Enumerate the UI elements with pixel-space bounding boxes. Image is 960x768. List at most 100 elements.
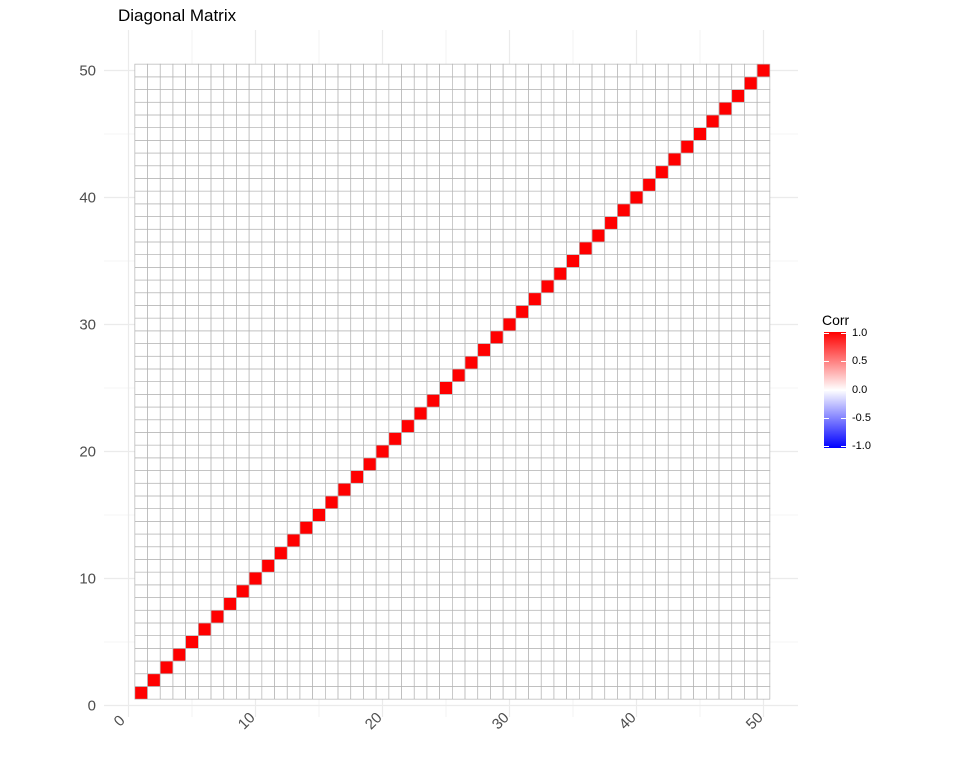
heatmap-cell: [439, 292, 453, 306]
heatmap-cell: [744, 432, 758, 446]
heatmap-cell: [299, 127, 314, 141]
heatmap-cell: [312, 381, 326, 395]
heatmap-cell: [198, 330, 212, 344]
heatmap-cell: [693, 673, 707, 687]
heatmap-cell: [210, 63, 225, 78]
heatmap-cell: [578, 470, 593, 484]
heatmap-cell: [261, 241, 275, 255]
diagonal-cell: [248, 571, 263, 586]
heatmap-cell: [286, 165, 301, 179]
heatmap-cell: [617, 330, 631, 344]
heatmap-cell: [261, 394, 275, 408]
heatmap-cell: [172, 597, 186, 611]
heatmap-cell: [388, 140, 402, 154]
heatmap-cell: [286, 647, 301, 662]
heatmap-cell: [312, 305, 326, 319]
heatmap-cell: [439, 571, 453, 586]
heatmap-cell: [172, 127, 186, 141]
heatmap-cell: [604, 432, 618, 446]
heatmap-cell: [566, 419, 580, 433]
heatmap-cell: [515, 63, 529, 78]
heatmap-cell: [718, 178, 733, 192]
heatmap-cell: [477, 368, 491, 383]
heatmap-cell: [337, 165, 352, 179]
heatmap-cell: [528, 140, 542, 154]
diagonal-cell: [566, 254, 580, 268]
heatmap-cell: [655, 470, 669, 484]
heatmap-cell: [426, 305, 441, 319]
heatmap-cell: [477, 609, 491, 624]
heatmap-cell: [159, 394, 174, 408]
heatmap-cell: [413, 381, 428, 395]
heatmap-cell: [705, 520, 720, 535]
heatmap-cell: [528, 228, 542, 243]
heatmap-cell: [134, 482, 148, 497]
heatmap-cell: [185, 292, 199, 306]
heatmap-cell: [502, 508, 517, 522]
heatmap-cell: [744, 584, 758, 598]
heatmap-cell: [528, 406, 542, 421]
heatmap-cell: [566, 317, 580, 332]
heatmap-cell: [718, 279, 733, 294]
heatmap-cell: [413, 660, 428, 675]
heatmap-cell: [744, 254, 758, 268]
heatmap-cell: [718, 609, 733, 624]
heatmap-cell: [617, 254, 631, 268]
heatmap-cell: [261, 444, 275, 459]
heatmap-cell: [490, 546, 504, 560]
heatmap-cell: [299, 101, 314, 116]
heatmap-cell: [274, 686, 288, 700]
heatmap-cell: [744, 635, 758, 649]
heatmap-cell: [642, 584, 656, 598]
heatmap-cell: [591, 571, 606, 586]
heatmap-cell: [325, 140, 339, 154]
heatmap-cell: [299, 368, 314, 383]
heatmap-cell: [680, 470, 695, 484]
heatmap-cell: [426, 609, 441, 624]
heatmap-cell: [198, 317, 212, 332]
heatmap-cell: [147, 178, 161, 192]
heatmap-cell: [566, 152, 580, 167]
heatmap-cell: [604, 635, 618, 649]
heatmap-cell: [172, 140, 186, 154]
heatmap-cell: [655, 660, 669, 675]
heatmap-cell: [350, 254, 364, 268]
heatmap-cell: [578, 63, 593, 78]
heatmap-cell: [578, 152, 593, 167]
heatmap-cell: [477, 647, 491, 662]
heatmap-cell: [502, 63, 517, 78]
heatmap-cell: [147, 635, 161, 649]
heatmap-cell: [528, 165, 542, 179]
heatmap-cell: [413, 470, 428, 484]
heatmap-cell: [236, 279, 250, 294]
heatmap-cell: [553, 330, 568, 344]
heatmap-cell: [680, 622, 695, 637]
heatmap-cell: [693, 457, 707, 471]
heatmap-cell: [401, 355, 415, 370]
heatmap-cell: [299, 508, 314, 522]
heatmap-cell: [680, 647, 695, 662]
heatmap-cell: [363, 432, 377, 446]
heatmap-cell: [325, 216, 339, 230]
heatmap-cell: [731, 140, 745, 154]
heatmap-cell: [718, 140, 733, 154]
heatmap-cell: [388, 165, 402, 179]
heatmap-cell: [477, 660, 491, 675]
heatmap-cell: [375, 330, 390, 344]
heatmap-cell: [553, 622, 568, 637]
heatmap-cell: [185, 178, 199, 192]
heatmap-cell: [223, 216, 237, 230]
heatmap-cell: [515, 482, 529, 497]
heatmap-cell: [350, 267, 364, 281]
heatmap-cell: [274, 647, 288, 662]
heatmap-cell: [629, 114, 644, 128]
heatmap-cell: [515, 457, 529, 471]
heatmap-cell: [680, 76, 695, 90]
heatmap-cell: [629, 546, 644, 560]
heatmap-cell: [617, 292, 631, 306]
heatmap-cell: [426, 381, 441, 395]
heatmap-cell: [553, 279, 568, 294]
heatmap-cell: [629, 495, 644, 510]
heatmap-cell: [325, 127, 339, 141]
heatmap-cell: [502, 394, 517, 408]
